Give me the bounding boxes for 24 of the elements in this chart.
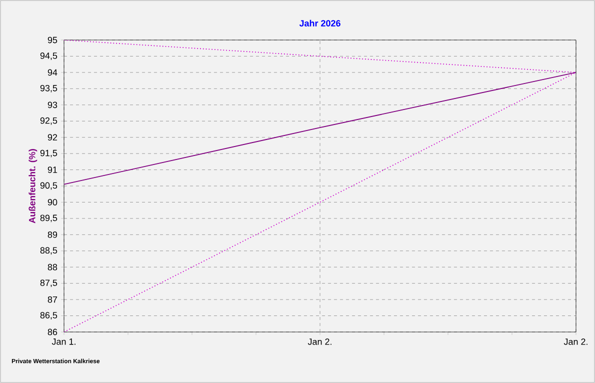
y-tick-label: 92,5 [40,117,58,125]
x-tick-label: Jan 2. [308,338,332,345]
y-tick-label: 89,5 [40,214,58,222]
y-tick-label: 87 [48,296,58,303]
y-tick-label: 91 [48,166,58,173]
x-tick-label: Jan 1. [52,338,76,345]
y-tick-label: 88,5 [40,247,58,255]
y-tick-label: 88 [48,264,58,270]
y-tick-label: 90 [48,199,58,206]
y-tick-label: 91,5 [40,150,58,158]
y-tick-label: 86,5 [40,312,58,320]
x-tick-label: Jan 2. [564,338,588,345]
y-tick-label: 86 [48,328,58,336]
y-tick-label: 92 [48,134,58,141]
y-tick-label: 94,5 [40,52,58,60]
y-tick-label: 93,5 [40,84,58,92]
y-tick-label: 89 [48,231,58,238]
y-axis-title: Außenfeucht. (%) [28,149,38,224]
chart-title: Jahr 2026 [299,20,340,26]
y-tick-label: 90,5 [40,182,58,190]
y-tick-label: 94 [48,69,58,76]
y-tick-label: 87,5 [40,280,58,288]
y-tick-label: 93 [48,102,58,108]
y-tick-label: 95 [48,36,58,44]
